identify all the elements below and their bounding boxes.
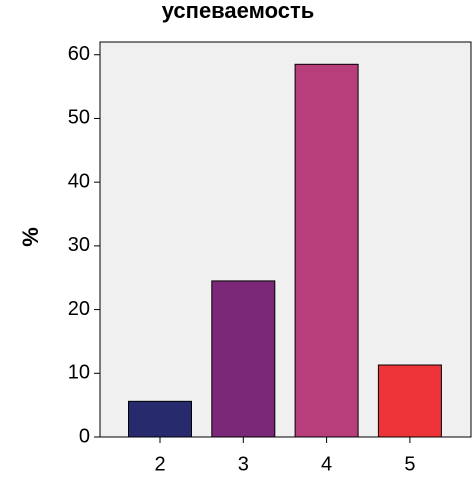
bar [294, 63, 359, 438]
y-tick-label: 50 [68, 107, 90, 129]
y-tick-label: 20 [68, 298, 90, 320]
y-tick-label: 0 [79, 425, 90, 447]
x-tick-label: 2 [154, 453, 165, 475]
bar [211, 280, 276, 438]
y-tick-label: 10 [68, 362, 90, 384]
bar [128, 400, 192, 438]
x-tick-label: 4 [321, 453, 332, 475]
y-tick-label: 60 [68, 43, 90, 65]
y-tick-label: 40 [68, 170, 90, 192]
x-tick-label: 3 [238, 453, 249, 475]
x-tick-label: 5 [404, 453, 415, 475]
bar [377, 364, 442, 438]
y-axis-label: % [18, 227, 43, 247]
chart-title: успеваемость [162, 0, 315, 23]
y-tick-label: 30 [68, 234, 90, 256]
